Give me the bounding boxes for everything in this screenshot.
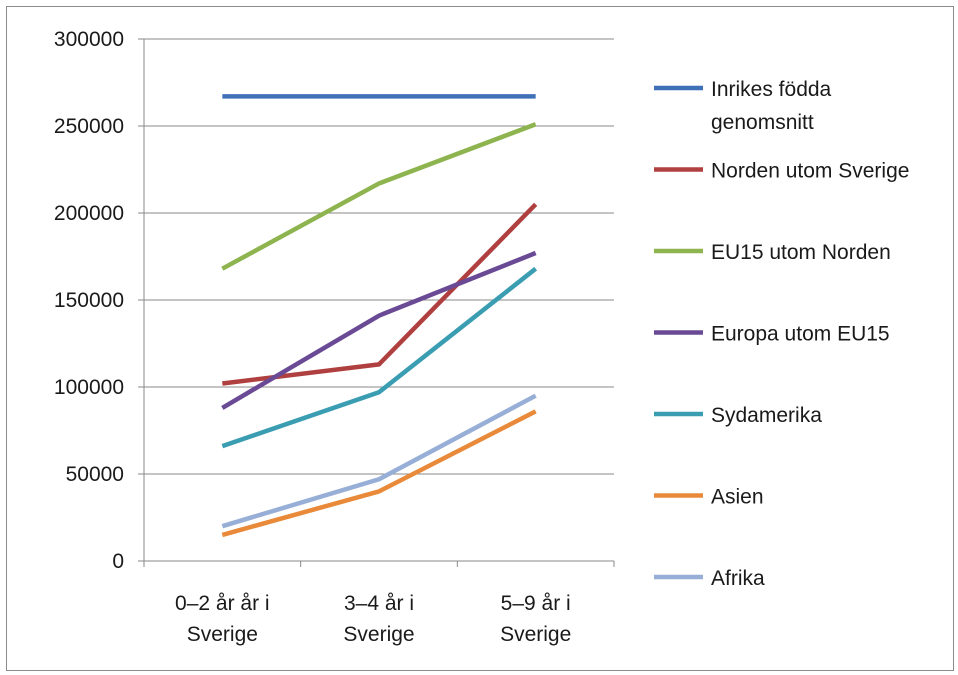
series-line: [221, 122, 537, 271]
y-tick-label: 150000: [54, 289, 124, 312]
x-tick-label: 0–2 år år i Sverige: [175, 592, 270, 646]
legend-label: Afrika: [711, 567, 765, 590]
legend-label: Asien: [711, 486, 764, 509]
series-line: [221, 393, 537, 529]
y-tick-label: 250000: [54, 115, 124, 138]
y-tick-label: 100000: [54, 376, 124, 399]
x-tick-label: 3–4 år i Sverige: [343, 592, 414, 646]
legend-label: Inrikes födda genomsnitt: [711, 78, 832, 134]
legend-label: EU15 utom Norden: [711, 241, 891, 264]
legend-label: Sydamerika: [711, 404, 822, 427]
x-tick-label: 5–9 år i Sverige: [500, 592, 571, 646]
series-line: [221, 409, 537, 538]
chart-frame: [6, 6, 954, 671]
y-tick-label: 300000: [54, 28, 124, 51]
series-line: [222, 202, 538, 386]
y-tick-label: 0: [112, 550, 124, 573]
y-tick-label: 50000: [66, 463, 124, 486]
series-line: [221, 250, 537, 410]
legend-label: Norden utom Sverige: [711, 160, 909, 183]
legend-label: Europa utom EU15: [711, 323, 890, 346]
y-tick-label: 200000: [54, 202, 124, 225]
series-line: [221, 266, 538, 449]
